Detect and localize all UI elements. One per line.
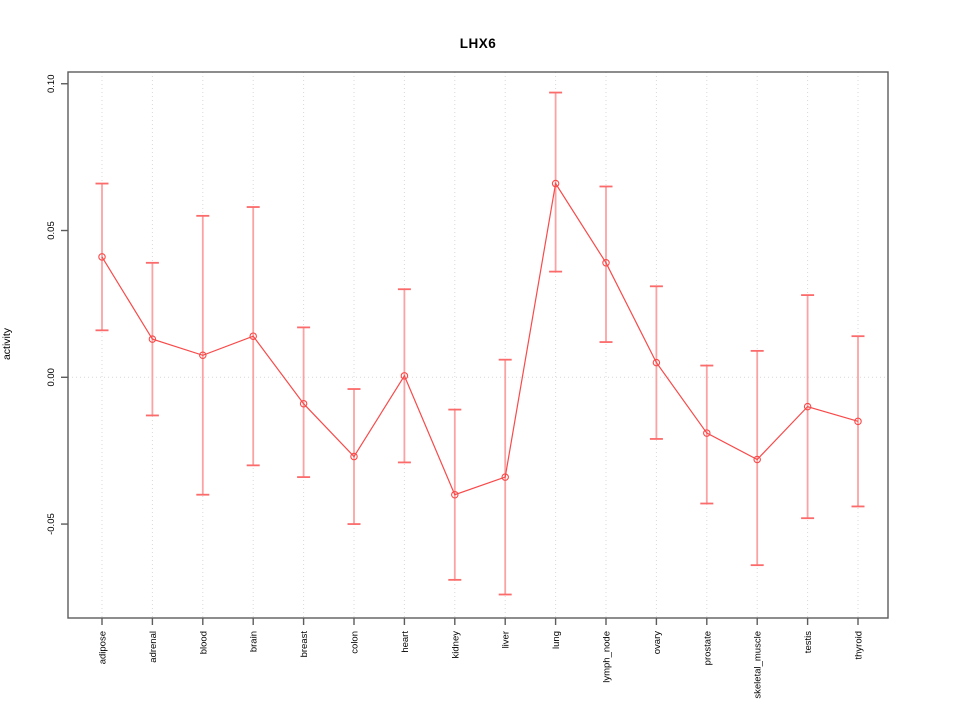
x-tick-label: testis <box>803 631 814 653</box>
x-tick-label: colon <box>350 631 361 654</box>
y-tick-label: 0.05 <box>46 221 57 240</box>
x-tick-label: prostate <box>702 631 713 665</box>
x-tick-label: adipose <box>98 631 109 664</box>
x-tick-label: blood <box>198 631 209 654</box>
chart-title: LHX6 <box>459 36 497 51</box>
data-point <box>249 332 257 340</box>
x-tick-label: adrenal <box>148 631 159 663</box>
error-bars <box>95 91 865 596</box>
data-point <box>652 358 661 367</box>
x-tick-label: liver <box>501 631 512 648</box>
data-point <box>501 473 509 481</box>
x-tick-label: lung <box>551 631 562 649</box>
y-tick-label: -0.05 <box>46 513 57 535</box>
plot-border <box>67 71 889 619</box>
data-point <box>854 417 862 426</box>
data-points <box>98 179 862 499</box>
x-tick-label: breast <box>299 631 310 658</box>
data-point <box>400 372 409 380</box>
y-tick-label: 0.10 <box>46 74 57 93</box>
x-tick-label: kidney <box>450 631 461 659</box>
y-tick-label: 0.00 <box>46 368 57 387</box>
data-point <box>551 179 560 188</box>
data-point <box>350 452 358 461</box>
data-point <box>803 402 812 411</box>
series-line <box>101 181 859 496</box>
x-axis: adipose adrenal blood brain breast colon heart… <box>98 618 865 699</box>
data-point <box>199 351 207 360</box>
x-tick-label: skeletal_muscle <box>753 631 764 699</box>
x-tick-label: heart <box>400 631 411 653</box>
x-tick-label: brain <box>249 631 260 652</box>
data-point <box>602 259 610 267</box>
x-tick-label: ovary <box>652 631 663 654</box>
x-tick-label: thyroid <box>854 631 865 660</box>
x-tick-label: lymph_node <box>602 631 613 683</box>
data-point <box>299 399 308 408</box>
data-point <box>753 455 761 464</box>
data-point <box>703 429 711 437</box>
data-point <box>451 490 459 499</box>
gridlines <box>68 72 888 618</box>
y-axis: 0.10 0.05 0.00 -0.05 <box>46 74 68 535</box>
data-point <box>98 253 106 261</box>
y-axis-label: activity <box>1 327 13 361</box>
data-point <box>148 335 157 343</box>
